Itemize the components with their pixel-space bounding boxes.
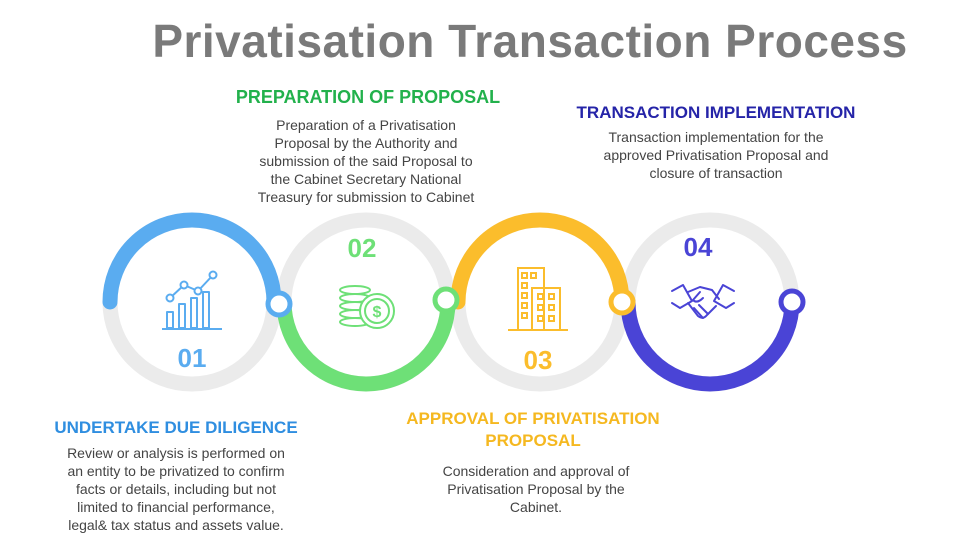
- step-03-line: Privatisation Proposal by the: [447, 481, 625, 497]
- handshake-icon: [671, 284, 735, 319]
- ring-01-arc: [102, 212, 282, 310]
- coins-dollar-icon: $: [339, 285, 395, 329]
- step-01-line: an entity to be privatized to confirm: [67, 463, 285, 479]
- connector-dot-1: [265, 290, 293, 318]
- ring-04-arc: [620, 294, 800, 392]
- step-02-line: submission of the said Proposal to: [259, 153, 473, 169]
- step-04-line: Transaction implementation for the: [608, 129, 824, 145]
- svg-text:$: $: [373, 304, 382, 321]
- step-number-02: 02: [348, 233, 377, 263]
- step-01-line: Review or analysis is performed on: [67, 445, 285, 461]
- step-03-heading: APPROVAL OF PRIVATISATION PROPOSAL: [396, 408, 670, 452]
- step-01-description: Review or analysis is performed on an en…: [46, 444, 306, 534]
- step-01-line: facts or details, including but not: [75, 481, 276, 497]
- office-building-icon: [508, 267, 568, 331]
- page-title: Privatisation Transaction Process: [152, 15, 908, 67]
- step-02-description: Preparation of a Privatisation Proposal …: [236, 116, 496, 206]
- step-02-line: Treasury for submission to Cabinet: [257, 189, 475, 205]
- step-03-line: Cabinet.: [509, 499, 563, 515]
- connector-dot-4: [778, 288, 806, 316]
- growth-chart-icon: [162, 270, 222, 330]
- step-03-heading-line: PROPOSAL: [485, 431, 581, 450]
- step-number-01: 01: [178, 343, 207, 373]
- step-02-line: the Cabinet Secretary National: [270, 171, 462, 187]
- step-number-04: 04: [684, 232, 713, 262]
- step-01-heading: UNDERTAKE DUE DILIGENCE: [54, 418, 298, 437]
- ring-03-arc: [450, 212, 630, 310]
- ring-02-arc: [276, 294, 456, 392]
- step-02-line: Preparation of a Privatisation: [276, 117, 456, 133]
- step-number-03: 03: [524, 345, 553, 375]
- step-01-line: legal& tax status and assets value.: [68, 517, 284, 533]
- step-04-line: approved Privatisation Proposal and: [603, 147, 829, 163]
- step-03-description: Consideration and approval of Privatisat…: [406, 462, 666, 516]
- step-04-description: Transaction implementation for the appro…: [581, 128, 851, 182]
- step-03-line: Consideration and approval of: [442, 463, 630, 479]
- step-04-heading: TRANSACTION IMPLEMENTATION: [576, 103, 856, 122]
- step-02-line: Proposal by the Authority and: [274, 135, 458, 151]
- step-01-line: limited to financial performance,: [77, 499, 275, 515]
- connector-dot-3: [608, 288, 636, 316]
- step-04-line: closure of transaction: [649, 165, 783, 181]
- step-02-heading: PREPARATION OF PROPOSAL: [235, 87, 501, 107]
- connector-dot-2: [432, 286, 460, 314]
- step-03-heading-line: APPROVAL OF PRIVATISATION: [406, 409, 660, 428]
